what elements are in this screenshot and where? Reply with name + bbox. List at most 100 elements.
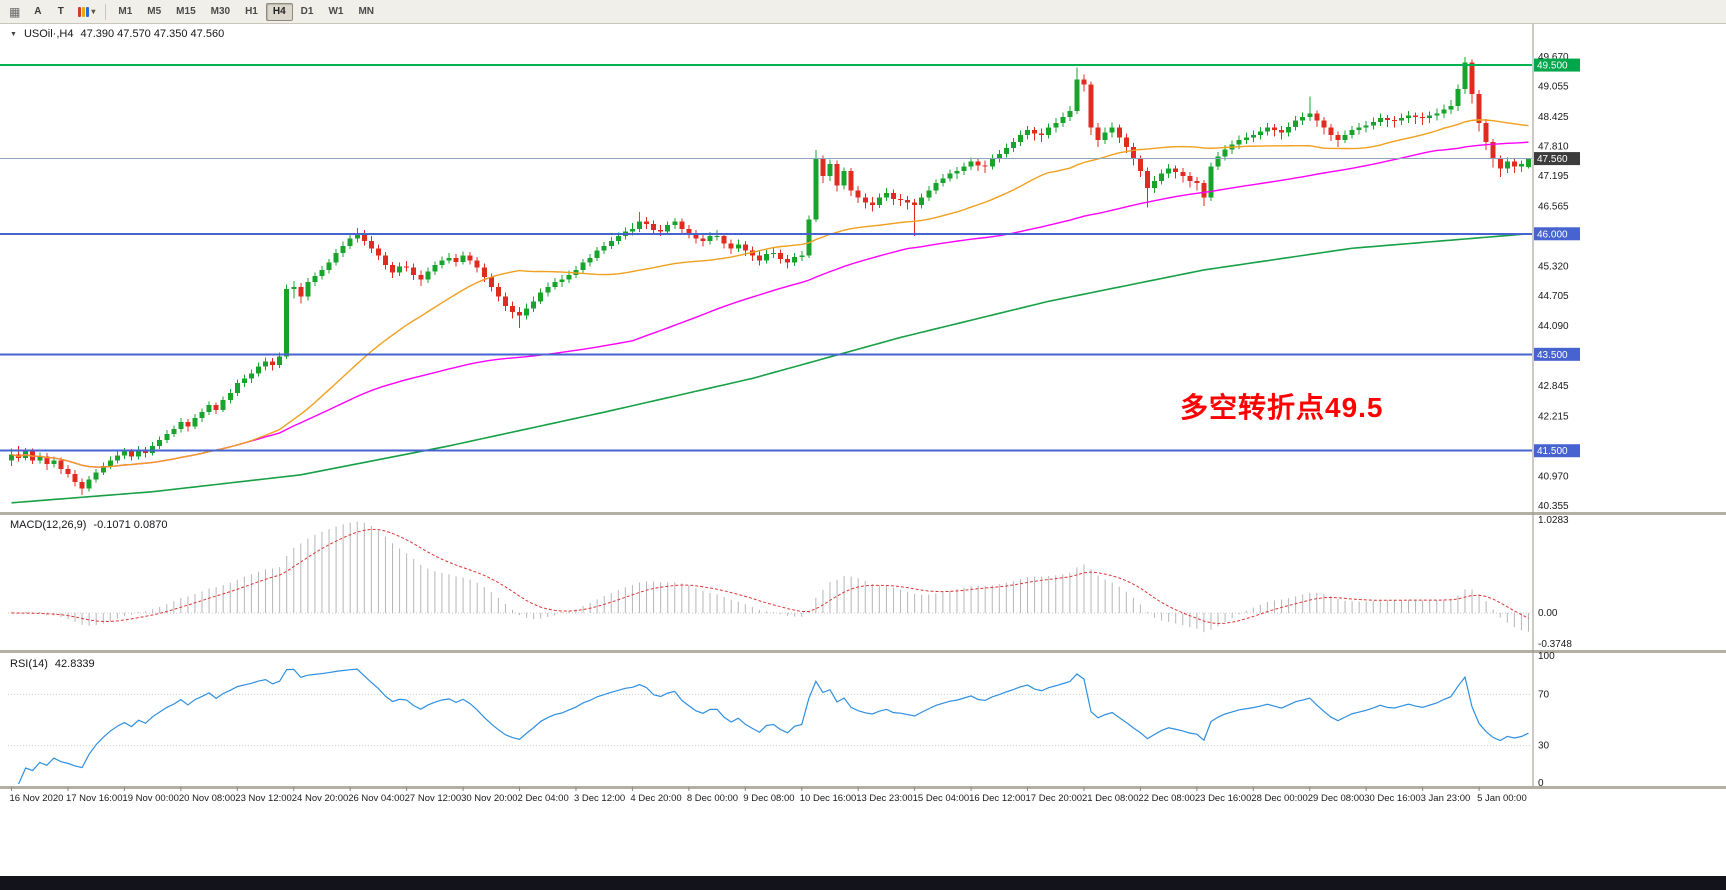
ma-medium-line [11,141,1529,468]
candle-body [975,161,981,166]
candle-body [566,274,572,280]
svg-text:49.500: 49.500 [1537,61,1568,72]
candle-body [93,472,99,480]
candle-body [693,233,699,239]
candle-body [1391,120,1397,122]
macd-values: -0.1071 0.0870 [93,519,168,531]
candle-body [1166,168,1172,174]
candle-body [79,482,85,489]
ma-slow-line [11,232,1529,504]
chart-panel-button[interactable]: ▦ [4,2,25,21]
timeframe-button-w1[interactable]: W1 [321,3,350,21]
candle-body [354,233,360,239]
timeframe-button-h4[interactable]: H4 [265,2,293,21]
svg-text:49.055: 49.055 [1538,82,1569,93]
candle-body [382,255,388,266]
candle-body [792,256,798,263]
candle-body [876,197,882,205]
candle-body [326,262,332,270]
pointer-tool-button[interactable]: A [27,2,48,21]
timeframe-button-h1[interactable]: H1 [238,3,265,21]
candle-body [700,238,706,242]
macd-pane: 1.0283 0.00 -0.3748 [8,515,1572,650]
svg-text:17 Nov 16:00: 17 Nov 16:00 [66,793,123,804]
candle-body [919,197,925,205]
candle-body [961,166,967,172]
text-tool-button[interactable]: T [50,2,71,21]
rsi-indicator-label: RSI(14) 42.8339 [10,658,95,670]
candle-body [375,248,381,256]
svg-text:3 Jan 23:00: 3 Jan 23:00 [1421,793,1471,804]
candle-body [686,228,692,234]
svg-text:20 Nov 08:00: 20 Nov 08:00 [179,793,236,804]
bottom-scrollbar[interactable] [0,876,1726,890]
candle-body [107,460,113,467]
candle-body [883,192,889,198]
timeframe-button-m30[interactable]: M30 [204,3,237,21]
svg-text:40.970: 40.970 [1538,471,1569,482]
svg-text:24 Nov 20:00: 24 Nov 20:00 [292,793,349,804]
ma-fast-line [11,119,1529,468]
candle-body [1081,79,1087,85]
candle-body [347,238,353,246]
candle-body [291,286,297,290]
candle-body [898,199,904,201]
candle-body [651,224,657,230]
toolbar-separator [105,3,107,20]
candle-body [1264,127,1270,132]
timeframe-button-m1[interactable]: M1 [111,3,139,21]
svg-text:10 Dec 16:00: 10 Dec 16:00 [800,793,857,804]
annotation-text: 多空转折点49.5 [1180,392,1384,423]
horizontal-levels[interactable] [0,64,1532,452]
candle-body [721,236,727,244]
candle-body [1144,171,1150,188]
candle-body [968,161,974,167]
candle-body [312,276,318,282]
candle-body [587,257,593,263]
timeframe-button-d1[interactable]: D1 [294,3,321,21]
price-axis-labels: 49.670 49.055 48.425 47.810 47.195 46.565 45.3… [1534,52,1580,512]
candle-body [1490,142,1496,160]
svg-text:16 Nov 2020: 16 Nov 2020 [10,793,64,804]
candle-body [735,244,741,249]
candle-body [855,190,861,198]
candle-body [1116,127,1122,138]
candle-body [178,421,184,430]
svg-text:19 Nov 00:00: 19 Nov 00:00 [122,793,179,804]
timeframe-button-m5[interactable]: M5 [140,3,168,21]
timeframe-button-m15[interactable]: M15 [169,3,202,21]
candle-body [1518,163,1524,167]
chart-collapse-icon[interactable]: ▼ [10,30,17,38]
candle-body [834,163,840,186]
candle-body [65,469,71,474]
svg-text:0: 0 [1538,778,1544,789]
candle-body [171,429,177,434]
candle-body [340,245,346,254]
candle-body [940,178,946,184]
candle-body [1180,172,1186,176]
candle-body [368,241,374,249]
candle-body [728,243,734,249]
candle-body [538,292,544,302]
svg-text:15 Dec 04:00: 15 Dec 04:00 [913,793,970,804]
candle-body [989,159,995,167]
candle-body [1434,113,1440,116]
svg-text:9 Dec 08:00: 9 Dec 08:00 [743,793,794,804]
svg-text:29 Dec 08:00: 29 Dec 08:00 [1308,793,1365,804]
candle-body [1370,121,1376,126]
colors-dropdown-button[interactable]: ▾ [73,2,100,21]
date-axis: 16 Nov 2020 17 Nov 16:00 19 Nov 00:00 20 No… [10,787,1527,804]
timeframe-button-mn[interactable]: MN [351,3,381,21]
candle-body [1384,118,1390,121]
candle-body [1208,166,1214,198]
svg-text:23 Dec 16:00: 23 Dec 16:00 [1195,793,1252,804]
svg-text:8 Dec 00:00: 8 Dec 00:00 [687,793,738,804]
candle-body [869,202,875,205]
candle-body [1201,183,1207,198]
candle-body [1356,127,1362,131]
candle-body [1194,180,1200,184]
candle-body [559,279,565,282]
symbol-period-label: USOil·,H4 [23,28,74,40]
pane-separators [0,24,1726,789]
